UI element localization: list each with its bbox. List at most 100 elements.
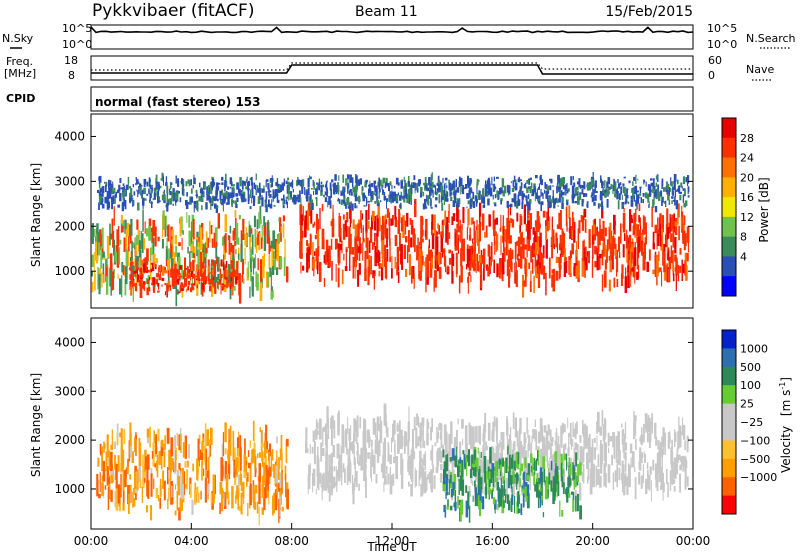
echo-cell <box>407 439 410 456</box>
echo-cell <box>571 197 574 204</box>
echo-cell <box>349 462 352 476</box>
echo-cell <box>664 265 667 281</box>
nsearch-tick-bottom: 10^0 <box>707 38 737 51</box>
echo-cell <box>494 203 497 207</box>
echo-cell <box>559 210 562 230</box>
echo-cell <box>455 252 458 275</box>
echo-cell <box>604 451 606 474</box>
velocity-colorbar-swatch <box>722 366 736 386</box>
echo-cell <box>357 223 360 241</box>
echo-cell <box>319 472 322 481</box>
echo-cell <box>633 411 635 431</box>
echo-cell <box>120 428 123 451</box>
echo-cell <box>369 180 371 187</box>
echo-cell <box>196 239 198 257</box>
echo-cell <box>433 214 436 236</box>
echo-cell <box>487 244 490 257</box>
echo-cell <box>626 229 628 236</box>
echo-cell <box>235 276 238 284</box>
echo-cell <box>135 260 137 270</box>
echo-cell <box>657 184 660 192</box>
echo-cell <box>382 193 385 196</box>
echo-cell <box>256 230 259 235</box>
echo-cell <box>131 280 134 287</box>
echo-cell <box>586 201 589 208</box>
echo-cell <box>273 464 276 479</box>
echo-cell <box>670 233 673 243</box>
echo-cell <box>201 288 204 297</box>
echo-cell <box>420 455 422 477</box>
echo-cell <box>282 215 285 222</box>
echo-cell <box>136 234 139 245</box>
echo-cell <box>617 179 619 184</box>
echo-cell <box>498 487 500 501</box>
echo-cell <box>321 204 324 212</box>
echo-cell <box>232 271 235 280</box>
echo-cell <box>108 450 111 470</box>
echo-cell <box>221 285 224 288</box>
echo-cell <box>154 187 156 195</box>
echo-cell <box>184 257 186 277</box>
echo-cell <box>500 235 502 256</box>
echo-cell <box>136 256 139 271</box>
echo-cell <box>663 187 666 192</box>
echo-cell <box>501 473 504 478</box>
echo-cell <box>453 490 455 496</box>
echo-cell <box>521 231 523 250</box>
echo-cell <box>602 424 605 442</box>
echo-cell <box>290 197 294 200</box>
echo-cell <box>111 429 113 451</box>
echo-cell <box>381 185 383 190</box>
echo-cell <box>552 462 555 484</box>
echo-cell <box>363 418 366 440</box>
echo-cell <box>137 274 139 283</box>
echo-cell <box>682 263 685 274</box>
echo-cell <box>644 453 646 463</box>
echo-cell <box>669 430 671 438</box>
echo-cell <box>164 291 167 296</box>
echo-cell <box>441 224 444 239</box>
echo-cell <box>378 190 380 199</box>
echo-cell <box>338 175 340 181</box>
echo-cell <box>576 241 577 257</box>
echo-cell <box>424 451 426 471</box>
echo-cell <box>669 470 672 491</box>
echo-cell <box>125 250 128 267</box>
echo-cell <box>387 473 390 485</box>
echo-cell <box>513 193 516 203</box>
echo-cell <box>591 197 594 203</box>
echo-cell <box>165 182 168 187</box>
echo-cell <box>666 263 668 283</box>
echo-cell <box>460 499 464 515</box>
echo-cell <box>150 227 153 232</box>
echo-cell <box>613 441 615 453</box>
echo-cell <box>405 193 408 199</box>
echo-cell <box>229 282 232 300</box>
echo-cell <box>485 487 488 493</box>
echo-cell <box>649 466 652 475</box>
echo-cell <box>250 228 253 234</box>
echo-cell <box>367 452 370 459</box>
echo-cell <box>493 259 495 273</box>
echo-cell <box>275 465 278 484</box>
echo-cell <box>596 226 598 237</box>
echo-cell <box>393 196 395 198</box>
velocity-colorbar-swatch <box>722 385 736 405</box>
echo-cell <box>358 201 360 204</box>
echo-cell <box>269 190 272 193</box>
echo-cell <box>651 413 654 434</box>
echo-cell <box>135 237 137 256</box>
echo-cell <box>117 226 120 246</box>
echo-cell <box>404 431 406 454</box>
echo-cell <box>409 184 412 193</box>
echo-cell <box>381 239 385 259</box>
echo-cell <box>564 247 566 263</box>
echo-cell <box>403 176 405 182</box>
echo-cell <box>433 185 436 188</box>
echo-cell <box>136 267 140 270</box>
echo-cell <box>622 212 626 233</box>
echo-cell <box>475 426 478 443</box>
echo-cell <box>110 196 113 202</box>
echo-cell <box>201 205 203 211</box>
echo-cell <box>660 485 663 490</box>
